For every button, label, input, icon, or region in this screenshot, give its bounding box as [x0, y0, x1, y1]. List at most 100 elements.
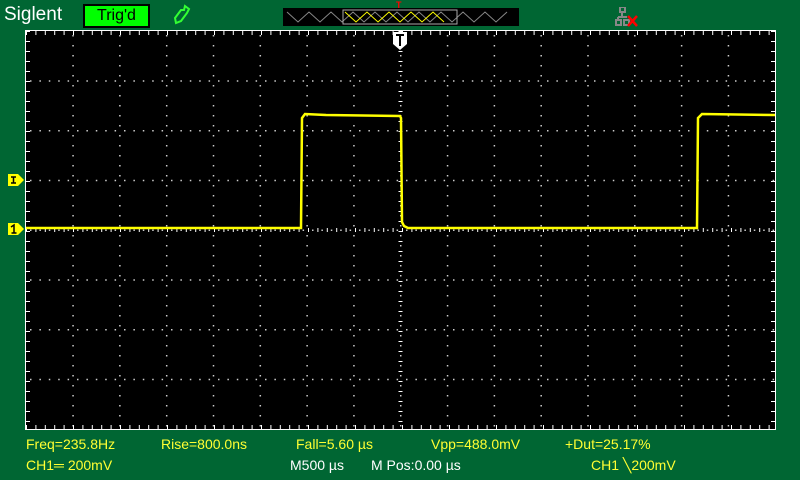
- grid-dot: [540, 295, 542, 297]
- trigger-time-marker: [392, 31, 408, 56]
- tick: [496, 425, 497, 429]
- grid-dot: [212, 325, 215, 327]
- grid-dot: [259, 275, 262, 277]
- grid-dot: [165, 135, 168, 137]
- grid-dot: [565, 179, 568, 182]
- grid-dot: [612, 329, 615, 331]
- grid-dot: [493, 325, 496, 327]
- tick: [26, 231, 30, 232]
- tick: [618, 425, 620, 429]
- tick: [242, 31, 244, 35]
- grid-dot: [688, 279, 690, 281]
- grid-dot: [306, 65, 308, 67]
- grid-dot: [493, 385, 496, 387]
- grid-dot: [302, 179, 305, 182]
- tick: [458, 425, 460, 429]
- grid-dot: [763, 229, 765, 231]
- grid-dot: [727, 205, 730, 207]
- grid-dot: [212, 295, 215, 297]
- tick: [655, 31, 657, 35]
- grid-dot: [259, 135, 262, 137]
- grid-dot: [227, 279, 229, 281]
- grid-dot: [540, 395, 542, 397]
- grid-dot: [161, 179, 164, 182]
- grid-dot: [587, 75, 589, 77]
- grid-dot: [634, 345, 636, 347]
- grid-dot: [212, 385, 215, 387]
- grid-dot: [212, 255, 215, 257]
- grid-dot: [680, 75, 683, 77]
- tick: [26, 31, 30, 32]
- grid-dot: [540, 335, 542, 337]
- grid-dot: [302, 229, 305, 231]
- grid-dot: [680, 375, 683, 377]
- grid-dot: [161, 329, 164, 331]
- tick: [176, 425, 178, 429]
- grid-dot: [119, 135, 121, 137]
- grid-dot: [493, 195, 496, 197]
- tick: [524, 31, 526, 35]
- grid-dot: [165, 335, 168, 337]
- tick: [702, 228, 704, 232]
- grid-dot: [540, 375, 542, 377]
- timebase-overview: [283, 8, 519, 26]
- grid-dot: [180, 80, 182, 82]
- grid-dot: [72, 65, 74, 67]
- tick: [26, 161, 30, 162]
- tick: [398, 411, 403, 412]
- grid-dot: [680, 175, 683, 177]
- grid-dot: [306, 175, 308, 177]
- grid-dot: [212, 275, 215, 277]
- tick: [26, 221, 30, 222]
- grid-dot: [161, 130, 164, 132]
- grid-dot: [349, 378, 352, 381]
- tick: [138, 228, 140, 232]
- grid-dot: [255, 80, 258, 82]
- grid-dot: [634, 325, 636, 327]
- grid-dot: [641, 80, 643, 82]
- grid-dot: [603, 378, 605, 381]
- grid-dot: [594, 130, 596, 132]
- grid-dot: [493, 205, 496, 207]
- tick: [771, 251, 775, 252]
- tick: [768, 228, 770, 232]
- grid-dot: [165, 195, 168, 197]
- grid-dot: [67, 130, 70, 132]
- tick: [355, 228, 356, 232]
- grid-dot: [133, 279, 135, 281]
- tick: [646, 425, 648, 429]
- tick: [771, 361, 775, 362]
- grid-dot: [493, 135, 496, 137]
- grid-dot: [119, 365, 121, 367]
- grid-dot: [528, 179, 530, 182]
- grid-dot: [165, 395, 168, 397]
- grid-dot: [462, 329, 464, 331]
- grid-dot: [189, 329, 192, 331]
- grid-dot: [165, 325, 168, 327]
- tick: [608, 425, 610, 429]
- grid-dot: [634, 315, 636, 317]
- tick: [486, 31, 488, 35]
- grid-dot: [446, 75, 449, 77]
- grid-dot: [274, 179, 276, 182]
- tick: [505, 31, 507, 35]
- grid-dot: [400, 305, 402, 307]
- grid-dot: [212, 355, 215, 357]
- tick: [35, 228, 37, 232]
- grid-dot: [400, 255, 402, 257]
- grid-dot: [659, 179, 662, 182]
- grid-dot: [353, 295, 355, 297]
- grid-dot: [634, 35, 636, 37]
- grid-dot: [540, 385, 542, 387]
- grid-dot: [152, 130, 154, 132]
- grid-dot: [575, 179, 577, 182]
- grid-dot: [161, 80, 164, 82]
- grid-dot: [119, 95, 121, 97]
- grid-dot: [634, 205, 636, 207]
- waveform-display[interactable]: [25, 30, 776, 430]
- grid-dot: [584, 329, 587, 331]
- grid-dot: [725, 130, 728, 132]
- grid-dot: [396, 229, 399, 231]
- tick: [279, 425, 281, 429]
- grid-dot: [119, 175, 121, 177]
